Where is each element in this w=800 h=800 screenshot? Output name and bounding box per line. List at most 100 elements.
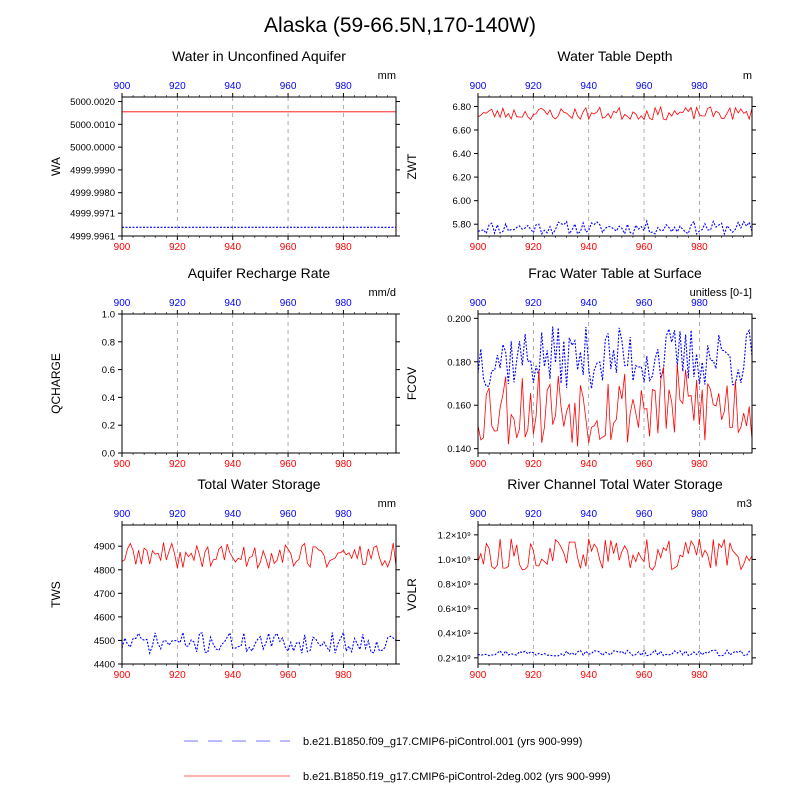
y-tick-label: 0.8 [102,337,115,348]
panel-title: River Channel Total Water Storage [507,476,723,492]
x-tick-label-top: 900 [470,298,487,309]
series-line-red [477,105,753,121]
x-tick-label-bottom: 980 [335,670,352,681]
y-tick-label: 4999.9980 [70,188,115,199]
x-tick-label-top: 920 [169,81,186,92]
y-tick-label: 0.2 [102,421,115,432]
x-tick-label-top: 940 [580,509,597,520]
y-tick-label: 1.2×10⁹ [438,530,471,541]
panel-title: Total Water Storage [197,476,320,492]
y-tick-label: 4900 [94,542,115,553]
y-tick-label: 5.80 [453,220,472,231]
panel-title: Frac Water Table at Surface [528,265,702,281]
y-tick-label: 0.160 [447,401,471,412]
x-tick-label-bottom: 920 [525,242,542,253]
series-line-red [121,542,397,570]
series-line-red [477,364,753,447]
y-tick-label: 0.6 [102,365,115,376]
x-tick-label-bottom: 900 [470,670,487,681]
x-tick-label-top: 920 [169,509,186,520]
x-tick-label-bottom: 960 [636,242,653,253]
x-tick-label-bottom: 980 [335,242,352,253]
y-axis-label: TWS [49,581,63,608]
y-tick-label: 5000.0020 [70,97,115,108]
y-axis-label: ZWT [405,153,419,180]
y-axis-label: WA [49,157,63,176]
units-label: mm [378,498,396,510]
plot-frame [121,313,397,454]
x-tick-label-bottom: 900 [470,459,487,470]
units-label: m3 [737,498,752,510]
x-tick-label-bottom: 960 [280,459,297,470]
panel-2: Water Table Depth m ZWT 900 900 920 920 940 940 9… [405,48,756,253]
y-tick-label: 4999.9971 [70,209,115,220]
x-tick-label-bottom: 900 [114,459,131,470]
x-tick-label-bottom: 980 [691,670,708,681]
x-tick-label-bottom: 920 [169,670,186,681]
x-tick-label-top: 940 [580,81,597,92]
panel-3: Aquifer Recharge Rate mm/d QCHARGE 900 900 92… [49,265,400,470]
y-tick-label: 0.2×10⁹ [438,653,471,664]
x-tick-label-bottom: 960 [280,242,297,253]
y-axis-label: QCHARGE [49,353,63,414]
y-axis-label: FCOV [405,367,419,400]
panel-title: Water Table Depth [557,48,672,64]
figure-title: Alaska (59-66.5N,170-140W) [264,14,536,37]
y-tick-label: 4500 [94,636,115,647]
y-tick-label: 4999.9990 [70,165,115,176]
x-tick-label-top: 980 [335,298,352,309]
plot-frame [121,96,397,237]
x-tick-label-bottom: 920 [169,242,186,253]
x-tick-label-bottom: 960 [636,670,653,681]
panel-4: Frac Water Table at Surface unitless [0-1… [405,265,756,470]
units-label: mm/d [369,287,397,299]
legend-label-blue: b.e21.B1850.f09_g17.CMIP6-piControl.001 … [303,736,582,748]
x-tick-label-bottom: 940 [224,242,241,253]
x-tick-label-top: 900 [114,298,131,309]
series-line-blue [121,630,397,656]
y-tick-label: 5000.0010 [70,120,115,131]
x-tick-label-bottom: 900 [114,242,131,253]
y-tick-label: 1.0×10⁹ [438,555,471,566]
panels-group: Water in Unconfined Aquifer mm WA 900 900 920… [49,48,756,681]
y-tick-label: 0.180 [447,357,471,368]
x-tick-label-top: 920 [525,81,542,92]
plot-frame [477,96,753,237]
x-tick-label-bottom: 940 [580,459,597,470]
x-tick-label-top: 960 [280,298,297,309]
x-tick-label-top: 980 [691,509,708,520]
y-tick-label: 6.80 [453,102,472,113]
panel-5: Total Water Storage mm TWS 900 900 920 920 940 9… [49,476,400,681]
units-label: m [743,70,752,82]
x-tick-label-bottom: 980 [691,459,708,470]
panel-6: River Channel Total Water Storage m3 VOLR 9… [405,476,756,681]
y-tick-label: 0.4×10⁹ [438,629,471,640]
x-tick-label-bottom: 960 [636,459,653,470]
x-tick-label-bottom: 900 [114,670,131,681]
x-tick-label-top: 920 [525,509,542,520]
y-tick-label: 6.00 [453,196,472,207]
units-label: mm [378,70,396,82]
plot-frame [121,524,397,665]
panel-title: Water in Unconfined Aquifer [172,48,346,64]
x-tick-label-top: 940 [580,298,597,309]
y-tick-label: 4800 [94,565,115,576]
x-tick-label-bottom: 940 [580,670,597,681]
y-tick-label: 0.6×10⁹ [438,604,471,615]
plot-frame [477,524,753,665]
y-tick-label: 5000.0000 [70,143,115,154]
y-tick-label: 6.60 [453,125,472,136]
x-tick-label-bottom: 900 [470,242,487,253]
x-tick-label-bottom: 980 [335,459,352,470]
y-tick-label: 6.40 [453,149,472,160]
y-axis-label: VOLR [405,578,419,611]
x-tick-label-top: 960 [280,509,297,520]
y-tick-label: 4700 [94,589,115,600]
legend-label-red: b.e21.B1850.f19_g17.CMIP6-piControl-2deg… [303,771,611,783]
x-tick-label-top: 980 [691,298,708,309]
x-tick-label-bottom: 940 [224,459,241,470]
y-tick-label: 4999.9961 [70,232,115,243]
x-tick-label-bottom: 920 [525,459,542,470]
x-tick-label-top: 960 [636,509,653,520]
